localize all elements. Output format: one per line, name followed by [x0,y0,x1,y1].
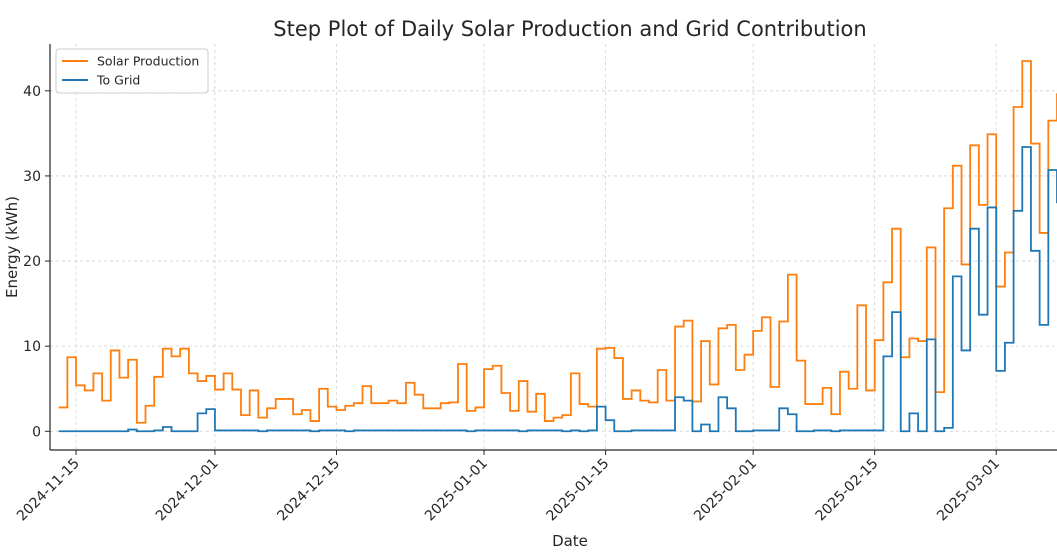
grid-layer [50,44,1057,450]
series-line-to-grid [58,146,1057,433]
legend-frame [55,48,209,94]
y-tick-label: 20 [23,254,41,270]
y-tick-label: 10 [23,339,41,355]
x-tick-label: 2025-01-15 [544,456,613,525]
legend: Solar Production To Grid [55,48,209,94]
legend-label-grid: To Grid [96,73,140,88]
x-tick-label: 2024-11-15 [14,456,83,525]
x-tick-label: 2024-12-01 [153,456,222,525]
y-tick-label: 0 [32,424,41,440]
y-tick-label: 30 [23,169,41,185]
y-ticks: 0 10 20 30 40 [23,84,50,440]
legend-label-solar: Solar Production [97,54,199,69]
series-line-solar-production [58,60,1057,424]
x-tick-label: 2024-12-15 [274,456,343,525]
chart-title: Step Plot of Daily Solar Production and … [273,17,866,41]
x-tick-label: 2025-02-15 [813,456,882,525]
series-layer [58,60,1057,433]
x-tick-label: 2025-01-01 [422,456,491,525]
x-ticks: 2024-11-15 2024-12-01 2024-12-15 2025-01-01… [14,450,1003,524]
x-tick-label: 2025-03-01 [934,456,1003,525]
y-tick-label: 40 [23,84,41,100]
x-tick-label: 2025-02-01 [691,456,760,525]
y-axis-label: Energy (kWh) [3,196,21,298]
x-axis-label: Date [552,532,588,550]
